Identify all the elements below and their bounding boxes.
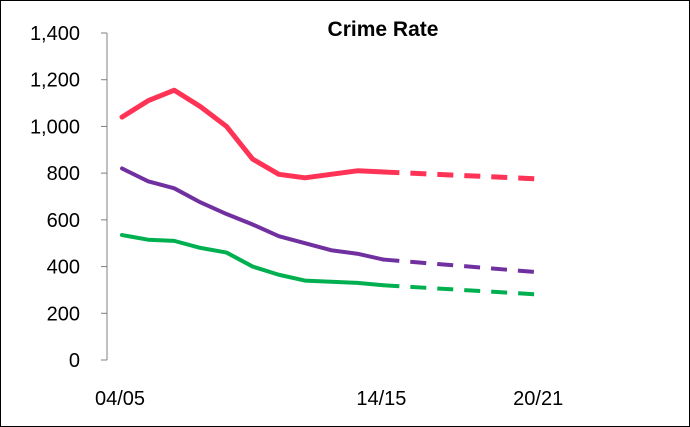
y-tick-label: 1,000: [30, 116, 80, 138]
series-1-line: [120, 166, 386, 262]
y-tick-label: 0: [69, 350, 80, 372]
y-tick-label: 600: [47, 210, 80, 232]
y-tick-label: 1,400: [30, 23, 80, 45]
chart-title: Crime Rate: [328, 18, 439, 41]
series-2-projection: [383, 283, 541, 297]
y-tick-label: 200: [47, 303, 80, 325]
series-group: [119, 87, 541, 297]
series-0-projection: [383, 169, 541, 182]
x-tick-label: 04/05: [95, 388, 145, 410]
y-tick-label: 1,200: [30, 70, 80, 92]
x-axis: 04/05 14/15 20/21: [95, 388, 563, 410]
y-tick-label: 400: [47, 257, 80, 279]
series-0-line: [119, 87, 386, 181]
y-axis: 0 200 400 600 800 1,000 1,200 1,400: [30, 23, 108, 372]
y-tick-label: 800: [47, 163, 80, 185]
x-tick-label: 20/21: [513, 388, 563, 410]
x-tick-label: 14/15: [356, 388, 406, 410]
series-2-line: [120, 233, 386, 288]
series-1-projection: [383, 257, 541, 275]
